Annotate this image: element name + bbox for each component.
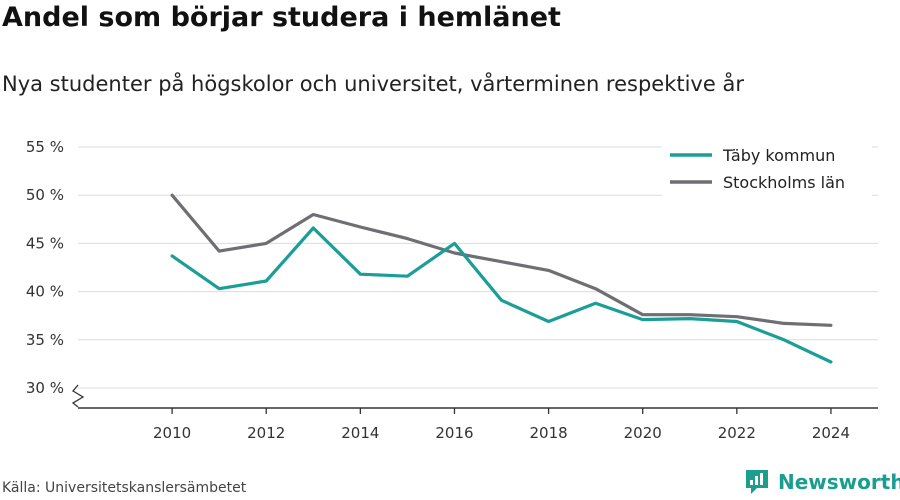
x-tick-label-2020: 2020 <box>624 424 662 442</box>
y-tick-label-30: 30 % <box>26 379 64 397</box>
x-axis: 2010 2012 2014 2016 2018 2020 2022 2024 <box>78 407 878 442</box>
x-tick-label-2012: 2012 <box>247 424 285 442</box>
x-tick-label-2014: 2014 <box>341 424 379 442</box>
x-tick-label-2018: 2018 <box>529 424 567 442</box>
chart-title: Andel som börjar studera i hemlänet <box>2 2 561 33</box>
series-line-täby-kommun <box>170 226 833 364</box>
x-tick-label-2016: 2016 <box>435 424 473 442</box>
brand-logo: Newsworthy <box>744 468 900 496</box>
source-note: Källa: Universitetskanslersämbetet <box>2 480 247 496</box>
x-tick-label-2022: 2022 <box>718 424 756 442</box>
axis-break-icon <box>71 384 85 408</box>
legend: Täby kommun Stockholms län <box>662 138 872 198</box>
x-tick-label-2024: 2024 <box>812 424 850 442</box>
brand-name: Newsworthy <box>778 470 900 494</box>
legend-box <box>662 138 872 198</box>
legend-label-0: Täby kommun <box>722 146 835 165</box>
legend-label-1: Stockholms län <box>723 173 845 192</box>
y-tick-label-55: 55 % <box>26 138 64 156</box>
y-tick-label-40: 40 % <box>26 283 64 301</box>
y-axis: 30 % 35 % 40 % 45 % 50 % 55 % <box>26 138 85 408</box>
y-tick-label-50: 50 % <box>26 186 64 204</box>
series-lines <box>170 193 833 364</box>
y-tick-label-35: 35 % <box>26 331 64 349</box>
chart-subtitle: Nya studenter på högskolor och universit… <box>2 72 744 96</box>
newsworthy-logo-icon <box>746 470 768 494</box>
series-line-stockholms-län <box>170 193 833 327</box>
x-tick-label-2010: 2010 <box>153 424 191 442</box>
y-tick-label-45: 45 % <box>26 234 64 252</box>
